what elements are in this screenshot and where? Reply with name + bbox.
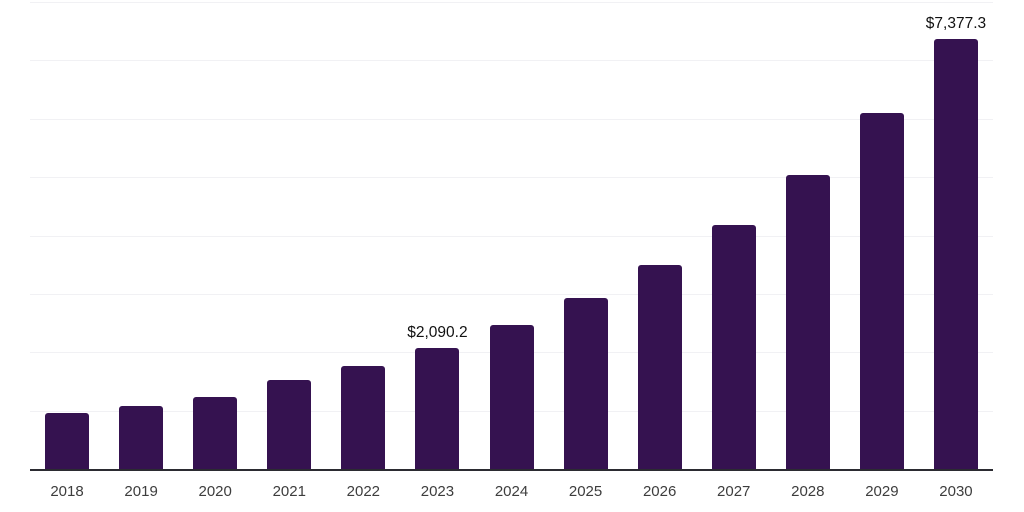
bar-2024 (489, 324, 534, 470)
gridline-3000 (30, 293, 993, 295)
x-tick-2023: 2023 (420, 483, 455, 500)
x-tick-2022: 2022 (346, 483, 381, 500)
x-tick-2029: 2029 (865, 483, 899, 500)
bar-value-label-2030: $7,377.3 (925, 15, 987, 33)
bar-2019 (119, 406, 164, 470)
gridline-7000 (30, 60, 993, 62)
bar-2029 (859, 113, 904, 470)
x-tick-2018: 2018 (50, 483, 84, 500)
gridline-6000 (30, 118, 993, 120)
gridline-4000 (30, 235, 993, 237)
x-tick-2021: 2021 (272, 483, 306, 500)
x-tick-2020: 2020 (198, 483, 232, 500)
bar-2021 (267, 380, 312, 470)
bar-2025 (563, 298, 608, 470)
bar-2030 (933, 39, 978, 470)
bar-2020 (193, 397, 238, 470)
bar-value-label-2023: $2,090.2 (407, 324, 468, 341)
x-axis-line (30, 469, 993, 471)
x-tick-2019: 2019 (124, 483, 158, 500)
bar-2023 (415, 348, 460, 470)
x-tick-2030: 2030 (939, 483, 973, 500)
x-tick-2026: 2026 (642, 483, 677, 500)
x-tick-2024: 2024 (494, 483, 529, 500)
gridline-8000 (30, 2, 993, 3)
x-tick-2027: 2027 (717, 483, 751, 500)
x-tick-2028: 2028 (791, 483, 825, 500)
bar-2027 (711, 225, 756, 470)
bar-2018 (45, 413, 90, 470)
bar-2026 (637, 265, 682, 470)
gridline-5000 (30, 177, 993, 179)
x-tick-2025: 2025 (568, 483, 603, 500)
bar-2028 (785, 174, 830, 470)
plot-area: $2,090.2 $7,377.3 (30, 0, 993, 471)
bar-2022 (341, 365, 386, 470)
